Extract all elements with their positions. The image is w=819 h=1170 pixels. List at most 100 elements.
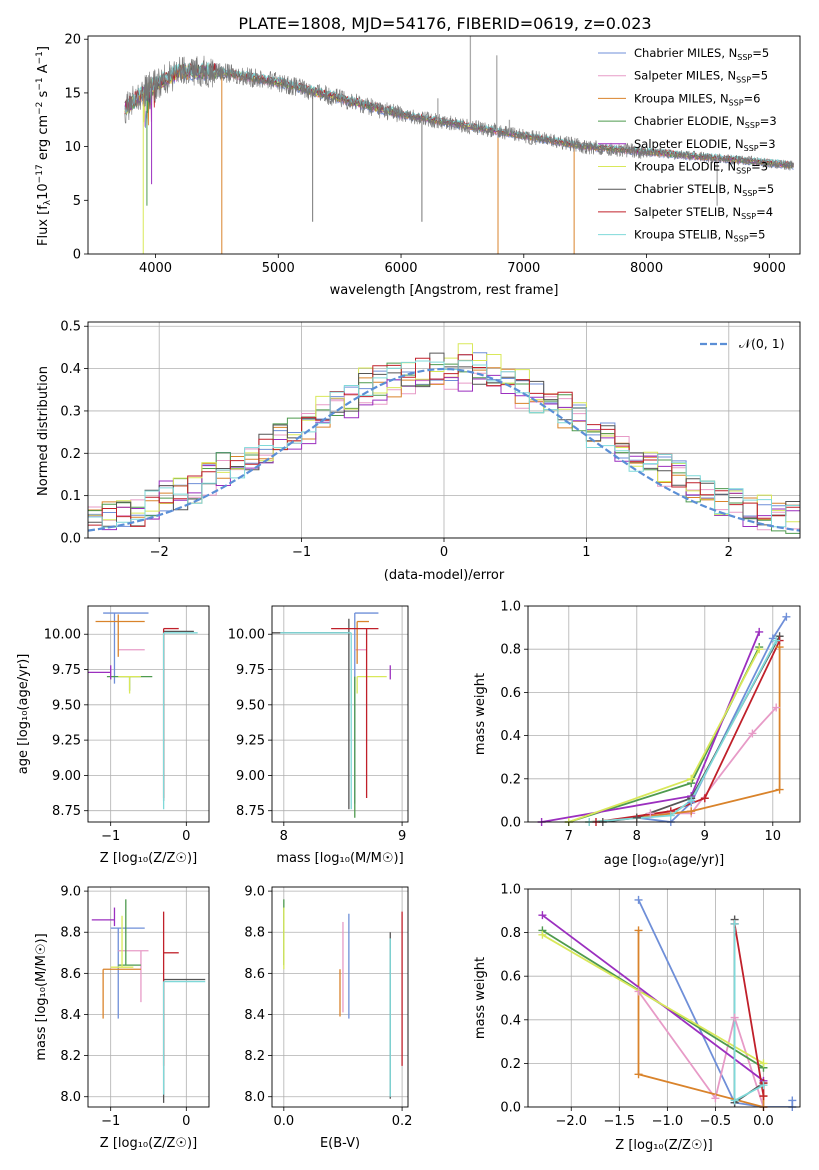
x-tick-label: 4000 <box>139 261 172 276</box>
age-vs-mass-panel: 8 9 8.75 9.00 9.25 9.50 9.75 10.00 mass [log₁₀(M… <box>228 605 409 866</box>
legend-label-text: Chabrier STELIB, N <box>634 182 742 196</box>
weight-marker <box>632 813 641 822</box>
y-tick-label: 20 <box>64 33 81 48</box>
x-tick-label: −1 <box>101 1114 120 1129</box>
x-axis-label: age [log₁₀(age/yr)] <box>604 853 725 868</box>
x-tick-label: −1.0 <box>652 1114 684 1129</box>
weight-marker <box>759 1059 768 1068</box>
y-tick-label: 10 <box>64 140 81 155</box>
legend-label-sub: SSP <box>742 189 757 198</box>
weight-marker <box>646 809 655 818</box>
x-tick-label: −1 <box>101 829 120 844</box>
legend-label-sub: SSP <box>737 53 752 62</box>
weight-marker <box>730 919 739 928</box>
y-tick-label: 1.0 <box>500 600 521 615</box>
legend-label-sub: SSP <box>729 98 744 107</box>
axes-frame <box>87 35 801 255</box>
weight-line <box>637 930 765 1107</box>
legend-label-rest: =5 <box>751 69 768 83</box>
legend-label-rest: =5 <box>749 228 766 242</box>
plot-area <box>272 606 408 822</box>
y-tick-label: 0.8 <box>500 926 521 941</box>
y-tick-label: 0.6 <box>500 970 521 985</box>
residual-histogram-line <box>88 360 800 528</box>
y-tick-label: 0.2 <box>500 772 521 787</box>
y-tick-label: 5 <box>73 194 81 209</box>
y-tick-label: 8.6 <box>60 967 81 982</box>
residuals-panel: −2 −1 0 1 2 0.0 0.1 0.2 0.3 0.4 0.5 (data-model)/er… <box>36 320 801 583</box>
y-axis-label: Flux [fλ10−17 erg cm−2 s−1 A−1] <box>35 46 53 246</box>
x-axis-label: mass [log₁₀(M/M☉)] <box>276 851 403 866</box>
y-axis-label-part: Flux [f <box>36 205 51 246</box>
x-tick-label: −1 <box>292 545 311 560</box>
y-axis-label-part: λ <box>43 199 53 205</box>
weight-marker <box>711 1094 720 1103</box>
y-tick-label: 0.1 <box>60 489 81 504</box>
legend-label-text: Kroupa ELODIE, N <box>634 160 736 174</box>
plot-area <box>88 887 209 1107</box>
y-tick-label: 8.0 <box>244 1090 265 1105</box>
y-tick-label: 0 <box>73 248 81 263</box>
plot-area <box>88 322 800 538</box>
legend-label-sub: SSP <box>734 235 749 244</box>
weight-marker <box>788 1096 797 1105</box>
legend-label-text: Salpeter STELIB, N <box>634 205 741 219</box>
age-vs-metallicity-panel: −1 0 8.75 9.00 9.25 9.50 9.75 10.00 Z [log₁₀(Z/Z… <box>16 605 210 866</box>
y-tick-label: 8.0 <box>60 1090 81 1105</box>
weight-vs-age-panel: 7 8 9 10 0.0 0.2 0.4 0.6 0.8 1.0 age [log₁₀(age/yr… <box>473 600 801 868</box>
y-axis-label-part: A <box>36 64 51 77</box>
legend-label-rest: =5 <box>757 182 774 196</box>
legend-label-rest: =3 <box>751 160 768 174</box>
x-tick-label: 9000 <box>753 261 786 276</box>
legend-label-text: Kroupa STELIB, N <box>634 228 734 242</box>
y-tick-label: 8.8 <box>244 926 265 941</box>
y-tick-label: 9.25 <box>236 734 265 749</box>
residual-histogram-line <box>88 359 800 520</box>
y-tick-label: 0.4 <box>60 362 81 377</box>
legend-label-rest: =3 <box>760 114 777 128</box>
x-axis-label: Z [log₁₀(Z/Z☉)] <box>100 1136 197 1151</box>
y-axis-label: mass weight <box>473 957 488 1039</box>
y-tick-label: 9.50 <box>52 698 81 713</box>
x-axis-label: wavelength [Angstrom, rest frame] <box>330 283 559 298</box>
x-tick-label: 1 <box>582 545 590 560</box>
weight-line <box>595 640 781 822</box>
legend-label-text: Salpeter ELODIE, N <box>634 137 744 151</box>
x-axis-label: Z [log₁₀(Z/Z☉)] <box>100 851 197 866</box>
y-axis-label: mass weight <box>473 673 488 755</box>
x-tick-label: 0 <box>182 829 190 844</box>
y-axis-label: Normed distribution <box>36 366 51 496</box>
y-tick-label: 8.4 <box>60 1008 81 1023</box>
legend-label: Chabrier ELODIE, NSSP=3 <box>634 114 777 130</box>
y-axis-label-part: −1 <box>35 51 45 64</box>
y-tick-label: 8.2 <box>60 1049 81 1064</box>
weight-marker <box>634 1070 643 1079</box>
mass-vs-metallicity-panel: −1 0 8.0 8.2 8.4 8.6 8.8 9.0 Z [log₁₀(Z/Z☉)] mass… <box>34 885 210 1151</box>
observed-spectrum-line <box>124 55 794 171</box>
x-tick-label: 9 <box>701 829 709 844</box>
x-tick-label: 8 <box>280 829 288 844</box>
y-tick-label: 0.4 <box>500 729 521 744</box>
weight-line <box>541 914 765 1082</box>
y-tick-label: 9.50 <box>236 698 265 713</box>
y-axis-label-part: erg cm <box>36 115 51 164</box>
spectrum-panel: 4000 5000 6000 7000 8000 9000 0 5 10 15 20 waveleng… <box>35 33 801 298</box>
legend-label-text: Chabrier ELODIE, N <box>634 114 745 128</box>
y-tick-label: 0.8 <box>500 643 521 658</box>
axes-frame <box>527 888 801 1108</box>
weight-marker <box>666 811 675 820</box>
axes-frame <box>87 886 210 1108</box>
y-tick-label: 0.0 <box>60 532 81 547</box>
y-tick-label: 9.0 <box>244 885 265 900</box>
legend-label-sub: SSP <box>741 212 756 221</box>
legend-label-sub: SSP <box>745 121 760 130</box>
x-tick-label: 0 <box>440 545 448 560</box>
x-tick-label: −1.5 <box>604 1114 636 1129</box>
y-tick-label: 0.2 <box>60 447 81 462</box>
y-tick-label: 0.0 <box>500 1101 521 1116</box>
y-tick-label: 0.4 <box>500 1013 521 1028</box>
x-tick-label: 6000 <box>384 261 417 276</box>
x-tick-label: 0.0 <box>273 1114 294 1129</box>
plot-area <box>528 606 800 822</box>
